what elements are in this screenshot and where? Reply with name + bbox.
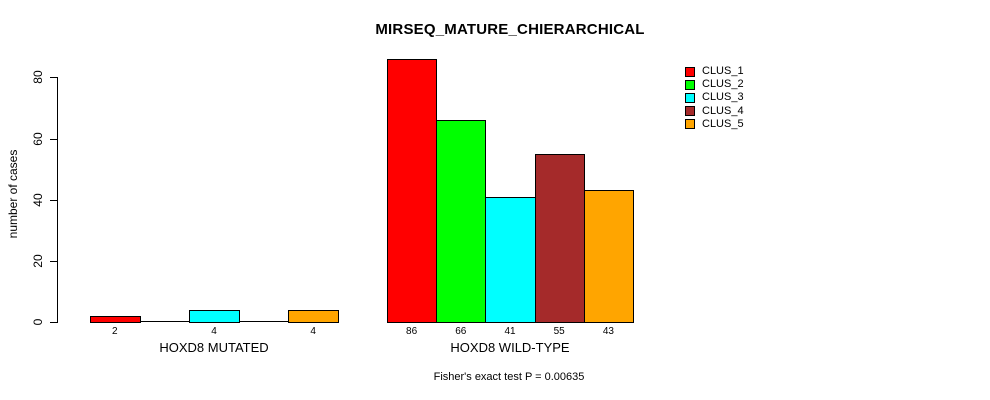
legend-label: CLUS_3	[702, 91, 744, 104]
bar-value-label: 41	[504, 326, 516, 337]
legend-item-clus_2: CLUS_2	[685, 79, 744, 90]
y-tick-mark	[50, 199, 57, 201]
legend-label: CLUS_1	[702, 65, 744, 77]
x-category-label: HOXD8 WILD-TYPE	[450, 340, 570, 355]
bar-value-label: 4	[211, 326, 217, 337]
legend-swatch-icon	[685, 92, 695, 103]
y-tick-mark	[50, 322, 57, 323]
x-category-label: HOXD8 MUTATED	[159, 340, 269, 355]
legend-swatch-icon	[685, 79, 695, 90]
bar-clus_1-mutated	[90, 315, 141, 323]
bar-value-label: 43	[602, 326, 614, 337]
y-axis-label: number of cases	[6, 149, 20, 239]
legend-item-clus_4: CLUS_4	[685, 104, 744, 117]
legend-item-clus_1: CLUS_1	[685, 66, 744, 77]
legend-item-clus_3: CLUS_3	[685, 92, 744, 103]
y-tick-label: 60	[31, 131, 45, 146]
bar-clus_1-wildtype	[387, 58, 438, 323]
y-tick-mark	[50, 138, 57, 140]
y-tick-label: 40	[31, 193, 45, 207]
bar-clus_4-wildtype	[534, 153, 585, 323]
bar-clus_2-wildtype	[436, 120, 487, 323]
y-axis-line	[57, 77, 58, 323]
y-tick-label: 20	[31, 254, 45, 268]
legend-swatch-icon	[685, 66, 695, 77]
bar-value-label: 86	[406, 326, 418, 337]
legend-label: CLUS_5	[702, 117, 744, 130]
legend-label: CLUS_4	[702, 104, 744, 117]
bar-clus_5-mutated	[288, 309, 339, 323]
legend-label: CLUS_2	[702, 78, 744, 91]
bar-clus_3-mutated	[189, 309, 240, 323]
legend-swatch-icon	[685, 106, 695, 117]
chart-title: MIRSEQ_MATURE_CHIERARCHICAL	[375, 21, 645, 38]
y-tick-mark	[50, 77, 57, 79]
bar-value-label: 66	[455, 326, 467, 337]
bar-clus_3-wildtype	[485, 196, 536, 323]
fisher-test-annotation: Fisher's exact test P = 0.00635	[433, 371, 585, 383]
bar-clus_5-wildtype	[583, 190, 634, 323]
legend-item-clus_5: CLUS_5	[685, 117, 744, 130]
y-tick-label: 0	[31, 318, 45, 326]
bar-value-label: 55	[553, 326, 565, 337]
bar-value-label: 2	[112, 326, 118, 337]
y-tick-mark	[50, 260, 57, 262]
y-tick-label: 80	[31, 70, 45, 85]
legend-swatch-icon	[685, 119, 695, 130]
bar-value-label: 4	[310, 326, 316, 337]
